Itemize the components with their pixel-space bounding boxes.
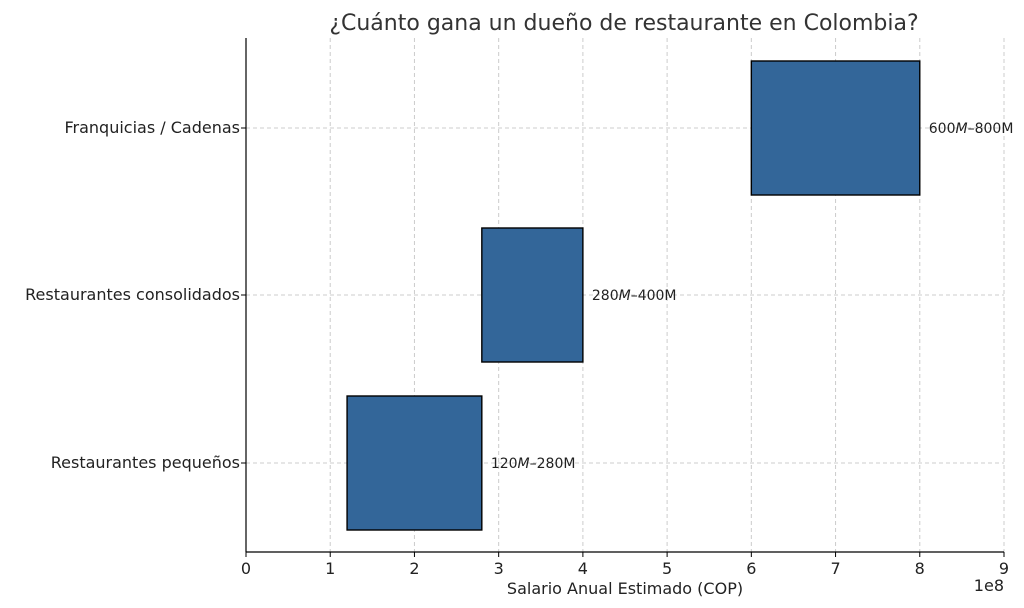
x-tick-label: 7 <box>830 559 840 578</box>
y-tick-label: Restaurantes pequeños <box>51 453 240 472</box>
y-tick-label: Franquicias / Cadenas <box>64 118 240 137</box>
x-tick-label: 1 <box>325 559 335 578</box>
bar-data-label: 120M–280M <box>491 456 576 472</box>
x-tick-label: 0 <box>241 559 251 578</box>
range-bar <box>482 228 583 362</box>
x-tick-label: 3 <box>494 559 504 578</box>
x-tick-label: 5 <box>662 559 672 578</box>
x-tick-label: 6 <box>746 559 756 578</box>
y-tick-label: Restaurantes consolidados <box>25 285 240 304</box>
x-axis-label: Salario Anual Estimado (COP) <box>507 579 743 598</box>
y-ticks: Restaurantes pequeños Restaurantes consol… <box>25 118 246 472</box>
chart-title: ¿Cuánto gana un dueño de restaurante en … <box>329 11 918 36</box>
range-bar <box>751 61 919 195</box>
x-tick-label: 2 <box>409 559 419 578</box>
x-tick-label: 8 <box>915 559 925 578</box>
bar-data-label: 280M–400M <box>592 288 677 304</box>
range-bar <box>347 396 482 530</box>
x-axis-offset-label: 1e8 <box>974 576 1004 595</box>
x-tick-label: 4 <box>578 559 588 578</box>
bar-data-label: 600M–800M <box>929 121 1014 137</box>
